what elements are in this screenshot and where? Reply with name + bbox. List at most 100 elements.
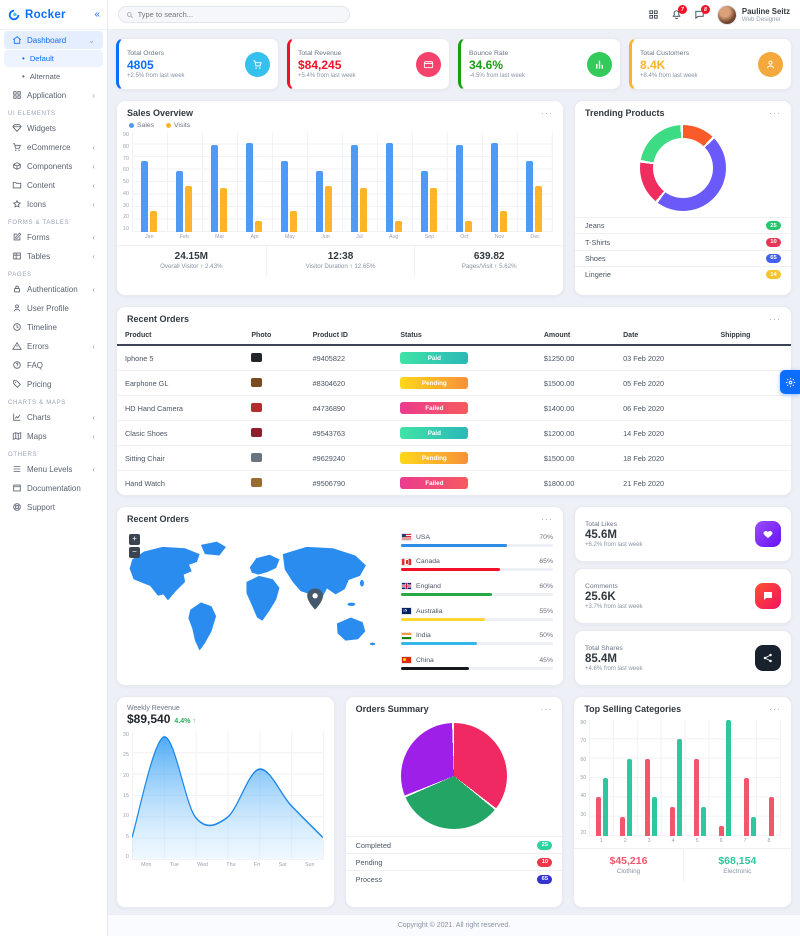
chevron-left-icon: ‹ <box>92 431 95 441</box>
trending-item-shoes[interactable]: Shoes 65 <box>575 249 791 266</box>
card-menu-icon[interactable]: ··· <box>769 108 781 118</box>
top-selling-categories-card: Top Selling Categories ··· 80 70 60 50 40 30 2… <box>573 696 792 908</box>
trend-up-icon: ↑ <box>192 718 196 725</box>
column-header-shipping[interactable]: Shipping <box>712 328 791 346</box>
chart-icon <box>12 412 22 422</box>
map-pin-icon <box>307 588 324 610</box>
orders-summary-item-completed[interactable]: Completed 25 <box>345 836 563 853</box>
map-zoom-out-button[interactable]: − <box>129 547 140 558</box>
card-menu-icon[interactable]: ··· <box>540 704 553 714</box>
country-percent: 70% <box>539 533 553 541</box>
sidebar-item-tables[interactable]: Tables ‹ <box>4 247 103 265</box>
sidebar-item-dashboard[interactable]: Dashboard ⌄ <box>4 31 103 49</box>
share-icon[interactable] <box>755 645 781 671</box>
heart-icon[interactable] <box>755 521 781 547</box>
trending-item-jeans[interactable]: Jeans 25 <box>575 217 791 233</box>
order-row-clasic-shoes: Clasic Shoes #9543763 Paid $1200.00 14 F… <box>117 420 791 446</box>
stat-label: Total Customers <box>640 49 690 57</box>
bar-group-8 <box>768 720 774 836</box>
sidebar-item-charts[interactable]: Charts ‹ <box>4 408 103 426</box>
column-header-product-id[interactable]: Product ID <box>304 328 393 346</box>
stat-value: 8.4K <box>640 57 666 72</box>
apps-icon <box>12 90 22 100</box>
legend-item-visits[interactable]: Visits <box>166 122 190 129</box>
stat-delta: +5.4% from last week <box>298 72 356 79</box>
apps-grid-icon[interactable] <box>648 9 659 20</box>
stat-cards-row: Total Orders 4805 +2.5% from last week T… <box>116 38 792 90</box>
sidebar-item-menu-levels[interactable]: Menu Levels ‹ <box>4 460 103 478</box>
table-icon <box>12 251 22 261</box>
order-date: 06 Feb 2020 <box>615 395 713 421</box>
trending-item-lingerie[interactable]: Lingerie 14 <box>575 266 791 282</box>
sidebar-item-content[interactable]: Content ‹ <box>4 176 103 194</box>
order-row-earphone-gl: Earphone GL #8304620 Pending $1500.00 05… <box>117 370 791 396</box>
usa-flag-icon <box>401 533 412 541</box>
sidebar-collapse-icon[interactable]: « <box>94 9 100 20</box>
bar-group-4 <box>669 720 682 836</box>
sidebar-item-user-profile[interactable]: User Profile <box>4 299 103 317</box>
sidebar-item-faq[interactable]: FAQ <box>4 356 103 374</box>
search-input[interactable] <box>137 10 342 19</box>
card-menu-icon[interactable]: ··· <box>769 704 781 714</box>
sidebar-item-timeline[interactable]: Timeline <box>4 318 103 336</box>
count-badge: 10 <box>766 237 781 247</box>
sidebar-item-pricing[interactable]: Pricing <box>4 375 103 393</box>
column-header-date[interactable]: Date <box>615 328 713 346</box>
card-menu-icon[interactable]: ··· <box>769 314 781 324</box>
book-icon <box>12 483 22 493</box>
sidebar-menu: Dashboard ⌄ • Default • Alternate Application ‹… <box>0 31 107 516</box>
column-header-product[interactable]: Product <box>117 328 244 346</box>
trending-item-t-shirts[interactable]: T-Shirts 10 <box>575 233 791 249</box>
user-menu[interactable]: Pauline Seitz Web Designer <box>716 4 790 25</box>
sidebar-item-application[interactable]: Application ‹ <box>4 86 103 104</box>
bar-sales-may <box>281 160 289 232</box>
messages-icon[interactable]: 8 <box>694 5 710 20</box>
sidebar-item-support[interactable]: Support <box>4 498 103 516</box>
bar-visits-oct <box>465 220 473 232</box>
orders-summary-item-pending[interactable]: Pending 10 <box>345 853 563 870</box>
count-badge: 10 <box>537 857 553 867</box>
order-row-iphone-5: Iphone 5 #9405822 Paid $1250.00 03 Feb 2… <box>117 345 791 371</box>
bar-clothing-5 <box>694 758 700 836</box>
sidebar-item-widgets[interactable]: Widgets <box>4 119 103 137</box>
notifications-bell-icon[interactable]: 7 <box>671 5 687 20</box>
column-header-status[interactable]: Status <box>392 328 536 346</box>
column-header-amount[interactable]: Amount <box>535 328 616 346</box>
stat-card-total-revenue: Total Revenue $84,245 +5.4% from last we… <box>287 38 450 90</box>
chevron-left-icon: ‹ <box>92 284 95 294</box>
sidebar-item-errors[interactable]: Errors ‹ <box>4 337 103 355</box>
sidebar-item-forms[interactable]: Forms ‹ <box>4 228 103 246</box>
card-menu-icon[interactable]: ··· <box>541 514 553 524</box>
map-zoom-in-button[interactable]: + <box>129 534 140 545</box>
sidebar-item-icons[interactable]: Icons ‹ <box>4 195 103 213</box>
bar-clothing-2 <box>620 816 626 836</box>
sidebar-item-documentation[interactable]: Documentation <box>4 479 103 497</box>
search-box[interactable] <box>118 6 350 23</box>
orders-summary-item-process[interactable]: Process 65 <box>345 870 563 887</box>
column-header-photo[interactable]: Photo <box>243 328 305 346</box>
card-menu-icon[interactable]: ··· <box>541 108 553 118</box>
sidebar-item-default[interactable]: • Default <box>4 50 103 67</box>
sidebar-item-components[interactable]: Components ‹ <box>4 157 103 175</box>
bar-group-6 <box>719 720 732 836</box>
country-stats-list: USA 70% Canada 65% England 60% <box>401 530 553 672</box>
order-id: #9506790 <box>304 470 393 495</box>
order-row-hand-watch: Hand Watch #9506790 Failed $1800.00 21 F… <box>117 470 791 495</box>
legend-item-sales[interactable]: Sales <box>129 122 154 129</box>
stat-card-bounce-rate: Bounce Rate 34.6% -4.5% from last week <box>458 38 621 90</box>
settings-gear-button[interactable] <box>780 370 800 394</box>
sales-overview-card: Sales Overview ··· Sales Visits 90 80 70 60 5… <box>116 100 564 296</box>
sidebar-item-maps[interactable]: Maps ‹ <box>4 427 103 445</box>
sidebar-item-authentication[interactable]: Authentication ‹ <box>4 280 103 298</box>
sidebar-item-ecommerce[interactable]: eCommerce ‹ <box>4 138 103 156</box>
world-map[interactable]: + − <box>127 530 391 672</box>
country-row-australia: Australia 55% <box>401 607 553 621</box>
order-amount: $1500.00 <box>535 445 616 471</box>
sales-bar-chart <box>131 132 553 232</box>
sidebar-item-alternate[interactable]: • Alternate <box>22 72 61 81</box>
comment-icon[interactable] <box>755 583 781 609</box>
count-badge: 25 <box>766 221 781 231</box>
order-amount: $1800.00 <box>535 470 616 495</box>
avatar[interactable] <box>716 4 737 25</box>
cart-icon <box>12 142 22 152</box>
